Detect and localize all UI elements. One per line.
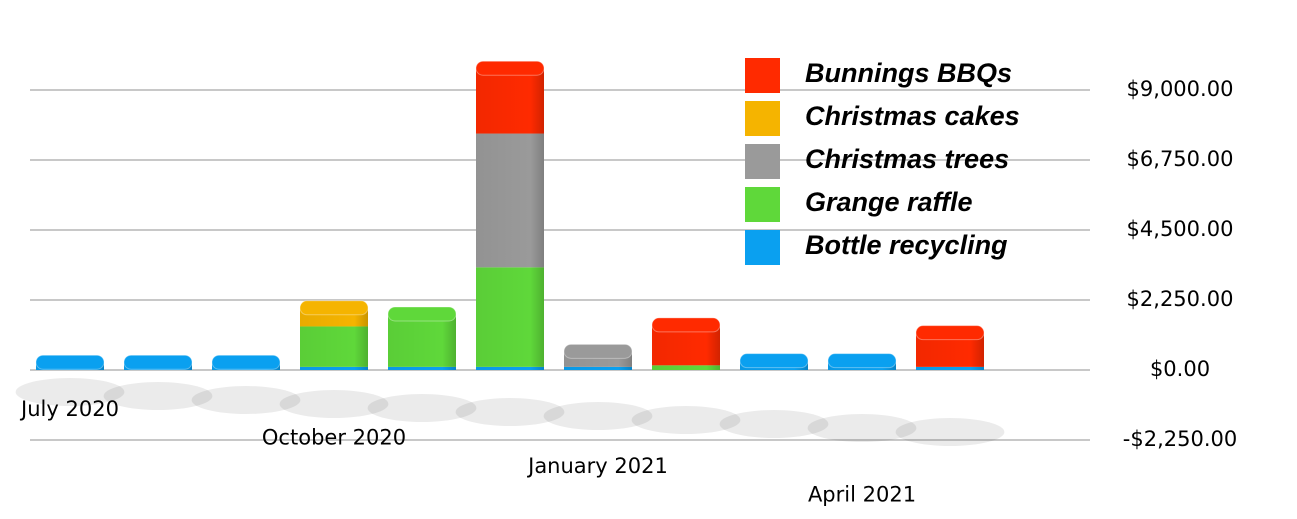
bar-shadow — [367, 394, 477, 422]
legend-label: Christmas cakes — [805, 101, 1020, 131]
bar-shading — [300, 307, 368, 370]
bar-cap — [35, 354, 105, 370]
bar-shadow — [719, 410, 829, 438]
legend-swatch — [745, 230, 780, 265]
y-tick-label: $2,250.00 — [1127, 287, 1234, 311]
legend-label: Grange raffle — [805, 187, 973, 217]
grid: -$2,250.00 $0.00 $2,250.00 $4,500.00 $6,750.… — [30, 77, 1237, 451]
bar-shadow — [103, 382, 213, 410]
bar-cap — [299, 300, 369, 316]
bar-shadow — [543, 402, 653, 430]
bar-shading — [388, 314, 456, 370]
bar-cap — [651, 317, 721, 333]
legend-swatch — [745, 58, 780, 93]
bar-cap — [211, 354, 281, 370]
x-tick-label: April 2021 — [808, 483, 916, 507]
legend-label: Christmas trees — [805, 144, 1009, 174]
bar-cap — [739, 353, 809, 369]
bar-shadow — [631, 406, 741, 434]
bar-shadow — [279, 390, 389, 418]
y-tick-label: $6,750.00 — [1127, 147, 1234, 171]
bar-cap — [387, 306, 457, 322]
legend-swatch — [745, 187, 780, 222]
bar-shadow — [895, 418, 1005, 446]
bar-shadow — [15, 378, 125, 406]
bar-cap — [827, 353, 897, 369]
bar-shading — [652, 324, 720, 370]
y-tick-label: $4,500.00 — [1127, 217, 1234, 241]
x-tick-label: January 2021 — [526, 454, 668, 478]
bar-cap — [123, 354, 193, 370]
legend-label: Bottle recycling — [805, 230, 1008, 260]
y-tick-label: -$2,250.00 — [1123, 427, 1237, 451]
bar-cap — [563, 343, 633, 359]
x-tick-label: October 2020 — [262, 426, 406, 450]
bars: July 2020 October 2020 January 2021 April 2… — [15, 60, 1005, 507]
bar-shadow — [191, 386, 301, 414]
bar-cap — [915, 325, 985, 341]
legend: Bunnings BBQs Christmas cakes Christmas tr… — [745, 58, 1020, 265]
y-tick-label: $9,000.00 — [1127, 77, 1234, 101]
x-tick-label: July 2020 — [19, 397, 119, 421]
bar-cap — [475, 60, 545, 76]
bar-shadow — [807, 414, 917, 442]
legend-swatch — [745, 101, 780, 136]
legend-label: Bunnings BBQs — [805, 58, 1012, 88]
bar-shading — [476, 68, 544, 370]
y-tick-label: $0.00 — [1150, 357, 1210, 381]
bar-shadow — [455, 398, 565, 426]
legend-swatch — [745, 144, 780, 179]
